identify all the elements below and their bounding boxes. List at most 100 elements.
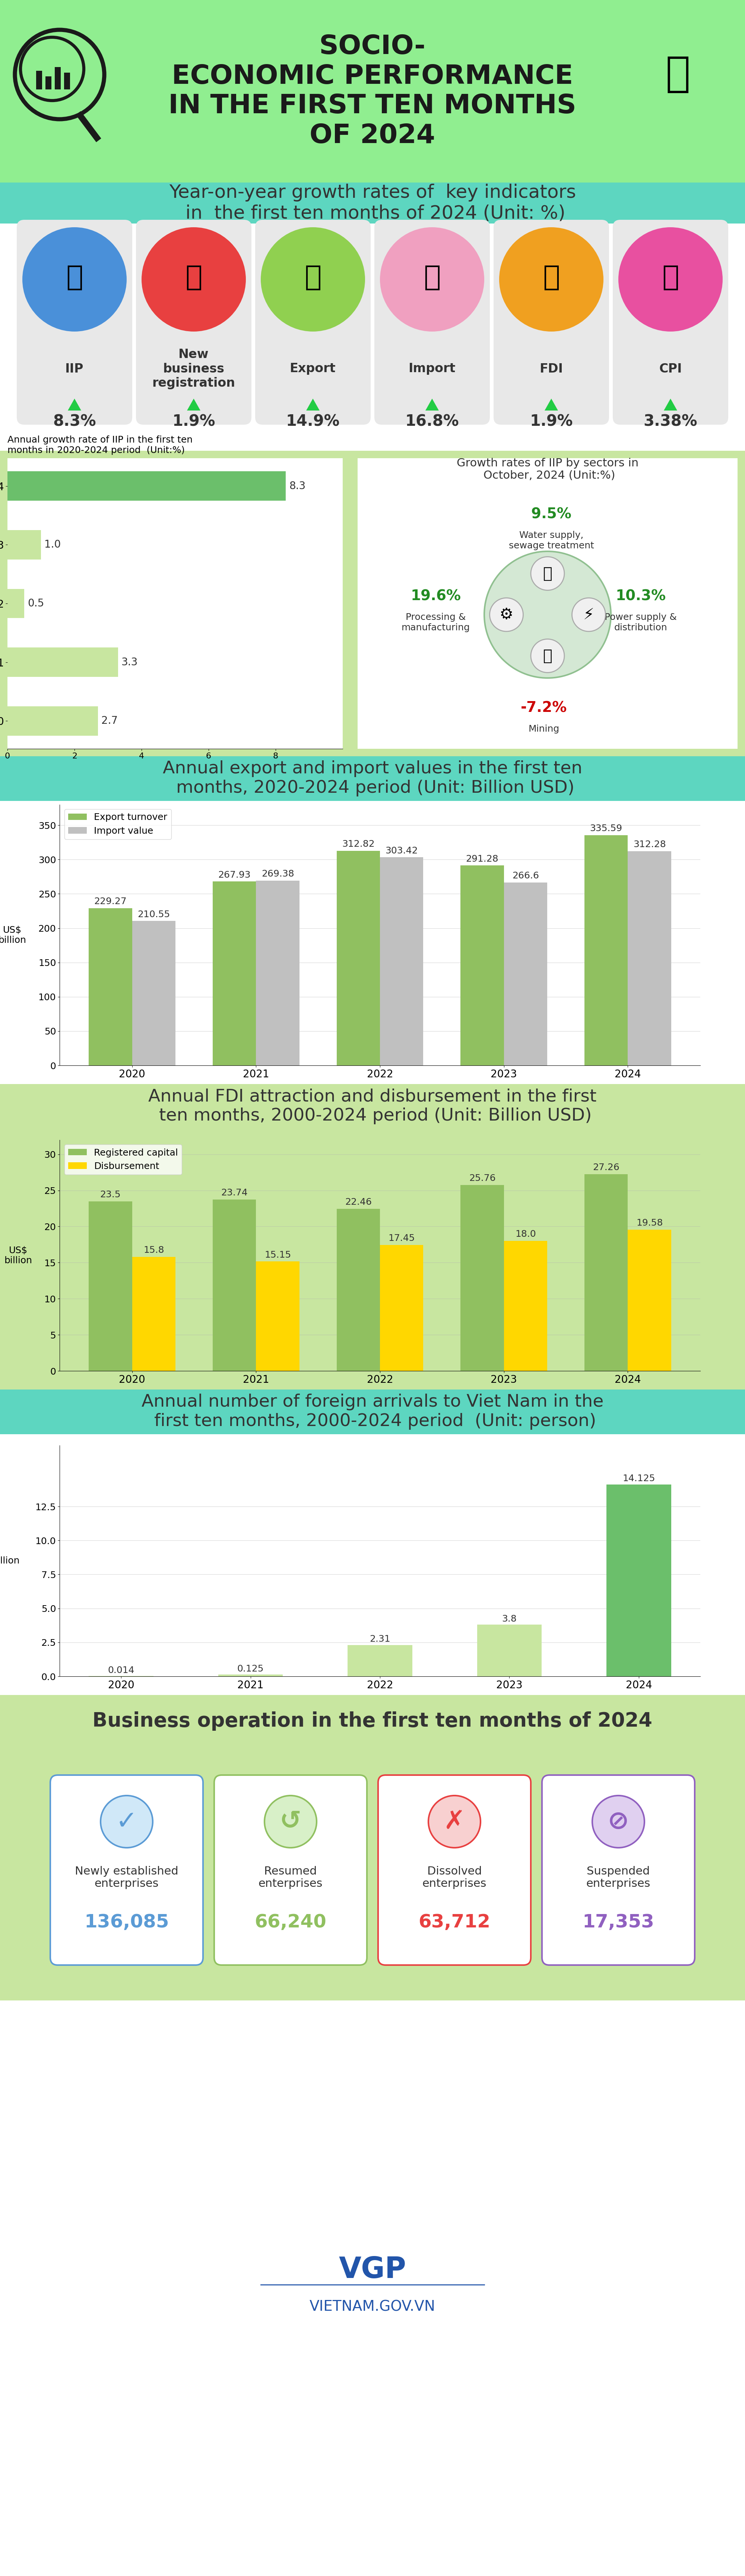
Bar	[256, 1262, 299, 1370]
Polygon shape	[187, 399, 200, 410]
Text: Business operation in the first ten months of 2024: Business operation in the first ten mont…	[92, 1710, 653, 1731]
FancyBboxPatch shape	[378, 1775, 530, 1965]
Polygon shape	[545, 399, 558, 410]
Bar	[358, 459, 738, 750]
FancyBboxPatch shape	[493, 219, 609, 425]
Polygon shape	[664, 399, 677, 410]
Text: 14.9%: 14.9%	[286, 415, 340, 430]
Bar	[7, 590, 24, 618]
Text: IIP: IIP	[66, 363, 83, 376]
Ellipse shape	[142, 227, 246, 332]
Polygon shape	[306, 399, 320, 410]
Bar	[212, 1200, 256, 1370]
Text: ⚡: ⚡	[583, 608, 595, 623]
Text: 312.82: 312.82	[342, 840, 375, 848]
Text: ✓: ✓	[115, 1808, 138, 1834]
Y-axis label: US$
billion: US$ billion	[0, 925, 26, 945]
Text: 1.9%: 1.9%	[172, 415, 215, 430]
Text: 266.6: 266.6	[512, 871, 539, 881]
Text: Import: Import	[408, 363, 456, 376]
Text: VIETNAM.GOV.VN: VIETNAM.GOV.VN	[310, 2300, 435, 2313]
Text: Annual export and import values in the first ten
 months, 2020-2024 period (Unit: Annual export and import values in the f…	[162, 760, 583, 796]
FancyBboxPatch shape	[51, 1775, 203, 1965]
Text: 🌐: 🌐	[305, 263, 321, 291]
Text: 15.15: 15.15	[264, 1249, 291, 1260]
Bar	[0, 1388, 745, 1435]
Text: 0.5: 0.5	[28, 598, 44, 608]
Text: 66,240: 66,240	[255, 1914, 326, 1932]
Ellipse shape	[499, 227, 603, 332]
Text: Annual growth rate of IIP in the first ten
months in 2020-2024 period  (Unit:%): Annual growth rate of IIP in the first t…	[7, 435, 193, 456]
Text: 17.45: 17.45	[388, 1234, 415, 1242]
FancyBboxPatch shape	[255, 219, 371, 425]
Bar	[460, 866, 504, 1066]
Circle shape	[21, 36, 83, 100]
Bar	[584, 835, 628, 1066]
Text: 💲: 💲	[662, 263, 679, 291]
Text: -7.2%: -7.2%	[521, 701, 567, 716]
Text: 3.8: 3.8	[502, 1615, 517, 1623]
Bar	[380, 1244, 423, 1370]
Text: 📋: 📋	[186, 263, 202, 291]
Text: 9.5%: 9.5%	[531, 507, 571, 520]
Text: 8.3: 8.3	[289, 482, 305, 492]
Bar	[0, 1695, 745, 2002]
Bar	[0, 757, 745, 1084]
Text: 0.014: 0.014	[108, 1667, 134, 1674]
Legend: Export turnover, Import value: Export turnover, Import value	[64, 809, 171, 840]
FancyBboxPatch shape	[542, 1775, 694, 1965]
Text: ↺: ↺	[279, 1808, 302, 1834]
Circle shape	[592, 1795, 644, 1847]
Bar	[0, 2002, 745, 2576]
Text: 🏭: 🏭	[66, 263, 83, 291]
Text: 0.125: 0.125	[237, 1664, 264, 1674]
Ellipse shape	[261, 227, 365, 332]
FancyBboxPatch shape	[375, 219, 490, 425]
Polygon shape	[68, 399, 81, 410]
Text: 📈: 📈	[665, 54, 691, 95]
Circle shape	[489, 598, 523, 631]
Text: ⛏️: ⛏️	[543, 649, 552, 665]
Text: ⚙️: ⚙️	[499, 608, 513, 623]
Text: Year-on-year growth rates of  key indicators
 in  the first ten months of 2024 (: Year-on-year growth rates of key indicat…	[169, 183, 576, 222]
Bar	[0, 183, 745, 224]
Ellipse shape	[22, 227, 127, 332]
Text: 63,712: 63,712	[419, 1914, 490, 1932]
Text: 23.5: 23.5	[100, 1190, 121, 1198]
Circle shape	[101, 1795, 153, 1847]
Ellipse shape	[618, 227, 723, 332]
Text: 1.9%: 1.9%	[530, 415, 573, 430]
Text: Power supply &
distribution: Power supply & distribution	[605, 613, 676, 631]
Text: 19.6%: 19.6%	[410, 590, 461, 603]
Text: 8.3%: 8.3%	[53, 415, 96, 430]
Text: 14.125: 14.125	[623, 1473, 655, 1484]
Text: CPI: CPI	[659, 363, 682, 376]
Text: 3.3: 3.3	[121, 657, 138, 667]
Text: 303.42: 303.42	[385, 845, 418, 855]
Text: VGP: VGP	[339, 2257, 406, 2285]
Text: 136,085: 136,085	[84, 1914, 169, 1932]
Bar	[380, 858, 423, 1066]
Ellipse shape	[380, 227, 484, 332]
Bar	[606, 1484, 671, 1677]
Circle shape	[530, 556, 565, 590]
Text: 25.76: 25.76	[469, 1175, 495, 1182]
FancyBboxPatch shape	[16, 219, 133, 425]
Bar	[504, 1242, 548, 1370]
Text: 16.8%: 16.8%	[405, 415, 459, 430]
Bar	[504, 884, 548, 1066]
Bar	[7, 706, 98, 737]
Bar	[0, 451, 745, 757]
Bar	[0, 757, 745, 801]
Text: 1.0: 1.0	[45, 538, 61, 551]
Text: 18.0: 18.0	[516, 1229, 536, 1239]
Text: 2.31: 2.31	[370, 1636, 390, 1643]
Text: Annual FDI attraction and disbursement in the first
 ten months, 2000-2024 perio: Annual FDI attraction and disbursement i…	[148, 1087, 597, 1126]
Y-axis label: million: million	[0, 1556, 20, 1566]
Text: 🌐: 🌐	[424, 263, 440, 291]
Text: 210.55: 210.55	[138, 909, 170, 920]
Text: 335.59: 335.59	[590, 824, 622, 832]
Bar	[132, 922, 176, 1066]
Bar	[0, 1084, 745, 1128]
Text: Resumed
enterprises: Resumed enterprises	[259, 1865, 323, 1888]
